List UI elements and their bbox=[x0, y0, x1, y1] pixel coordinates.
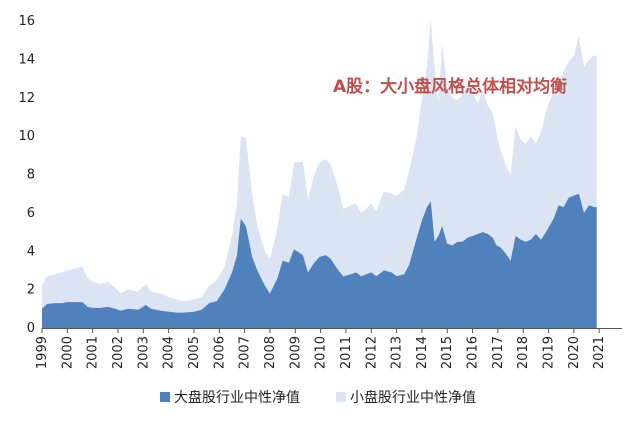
x-tick-label: 2004 bbox=[162, 336, 177, 369]
y-tick-label: 12 bbox=[18, 91, 35, 106]
y-axis-ticks: 0 2 4 6 8 10 12 14 16 bbox=[18, 14, 35, 336]
x-tick-label: 2005 bbox=[187, 336, 202, 369]
x-tick-label: 2019 bbox=[542, 336, 557, 369]
x-tick-label: 2003 bbox=[136, 336, 151, 369]
x-tick-label: 2011 bbox=[339, 336, 354, 369]
x-tick-label: 2009 bbox=[288, 336, 303, 369]
x-tick-label: 1999 bbox=[35, 336, 50, 369]
y-tick-label: 2 bbox=[27, 283, 35, 298]
y-tick-label: 16 bbox=[18, 14, 35, 29]
area-layer bbox=[42, 19, 597, 328]
x-tick-label: 2020 bbox=[567, 336, 582, 369]
x-tick-label: 2014 bbox=[415, 336, 430, 369]
x-tick-label: 2001 bbox=[86, 336, 101, 369]
x-tick-label: 2013 bbox=[390, 336, 405, 369]
x-tick-label: 2018 bbox=[516, 336, 531, 369]
x-tick-label: 2007 bbox=[238, 336, 253, 369]
x-tick-label: 2006 bbox=[212, 336, 227, 369]
y-tick-label: 0 bbox=[27, 321, 35, 336]
legend-swatch bbox=[160, 392, 170, 402]
y-tick-label: 8 bbox=[27, 168, 35, 183]
x-tick-label: 2012 bbox=[364, 336, 379, 369]
y-tick-label: 14 bbox=[18, 52, 35, 67]
x-tick-label: 2016 bbox=[466, 336, 481, 369]
chart-annotation: A股：大小盘风格总体相对均衡 bbox=[333, 76, 567, 97]
x-tick-label: 2000 bbox=[60, 336, 75, 369]
x-tick-label: 2017 bbox=[491, 336, 506, 369]
y-tick-label: 4 bbox=[27, 244, 35, 259]
legend-label: 小盘股行业中性净值 bbox=[350, 389, 476, 406]
legend-swatch bbox=[336, 392, 346, 402]
legend: 大盘股行业中性净值 小盘股行业中性净值 bbox=[160, 389, 476, 406]
x-tick-label: 2021 bbox=[592, 336, 607, 369]
x-tick-label: 2015 bbox=[440, 336, 455, 369]
x-tick-label: 2008 bbox=[263, 336, 278, 369]
series-area-1 bbox=[42, 193, 597, 328]
legend-label: 大盘股行业中性净值 bbox=[174, 389, 300, 406]
x-axis-ticks: 1999 2000 2001 2002 2003 2004 2005 2006 2007 2008… bbox=[35, 328, 607, 369]
x-tick-label: 2010 bbox=[314, 336, 329, 369]
y-tick-label: 10 bbox=[18, 129, 35, 144]
y-tick-label: 6 bbox=[27, 206, 35, 221]
x-tick-label: 2002 bbox=[111, 336, 126, 369]
